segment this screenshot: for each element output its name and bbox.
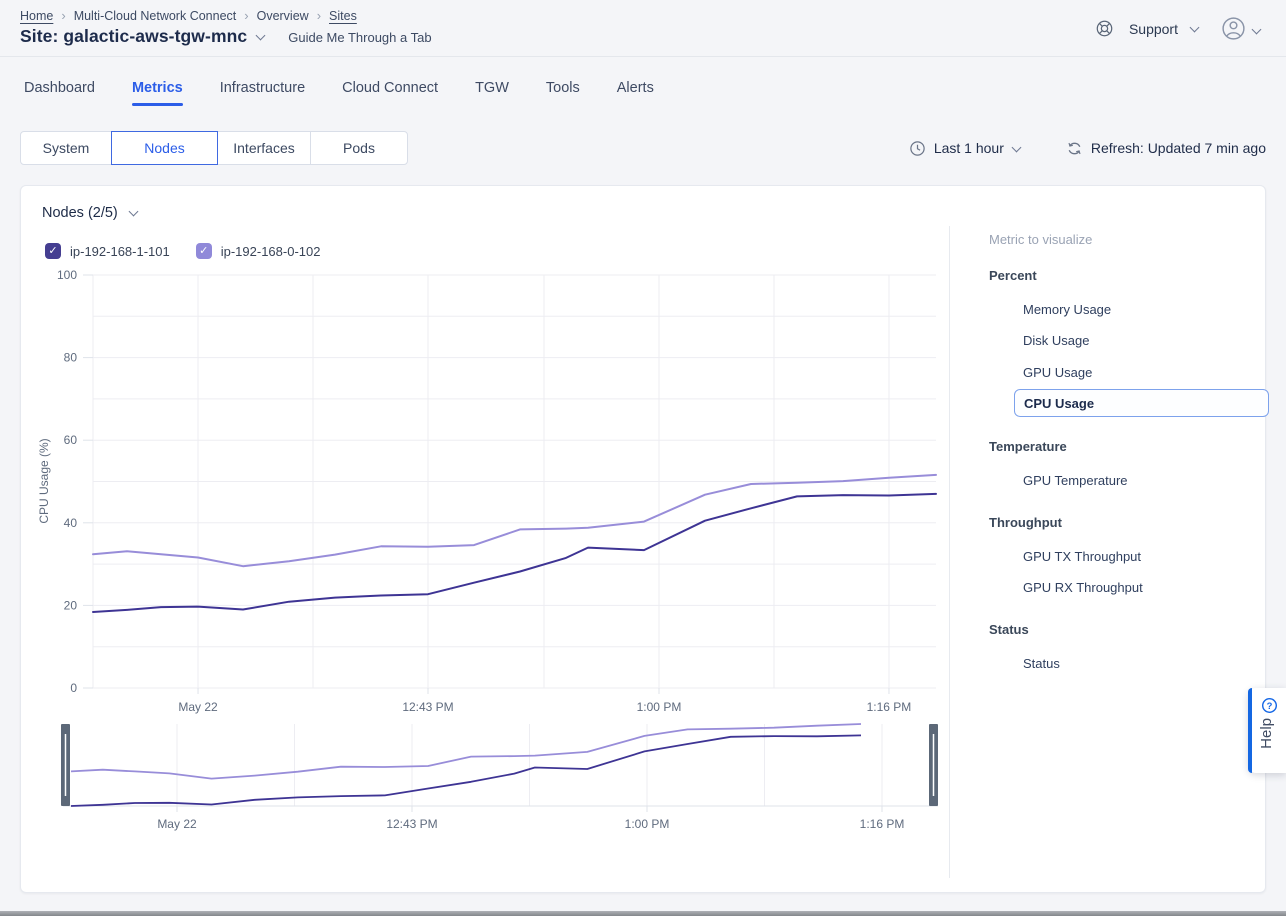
metric-item-gpu-usage[interactable]: GPU Usage bbox=[1023, 365, 1266, 381]
page-title: Site: galactic-aws-tgw-mnc bbox=[20, 26, 247, 47]
metric-item-disk-usage[interactable]: Disk Usage bbox=[1023, 333, 1266, 349]
window-edge bbox=[0, 911, 1286, 916]
main-tabs: Dashboard Metrics Infrastructure Cloud Conn… bbox=[24, 80, 654, 106]
subtab-pods[interactable]: Pods bbox=[310, 131, 408, 165]
breadcrumb-separator: › bbox=[244, 8, 248, 23]
site-title-row: Site: galactic-aws-tgw-mnc Guide Me Thro… bbox=[20, 26, 432, 47]
breadcrumb-item-home[interactable]: Home bbox=[20, 9, 53, 23]
refresh-icon bbox=[1066, 140, 1083, 157]
x-axis-label: 1:16 PM bbox=[867, 700, 912, 714]
panel-title: Nodes (2/5) bbox=[42, 205, 118, 221]
support-chevron-down-icon bbox=[1190, 22, 1200, 32]
x-axis-label: May 22 bbox=[178, 700, 218, 714]
metric-sidebar: Metric to visualize Percent Memory Usage D… bbox=[969, 186, 1266, 672]
tab-cloud-connect[interactable]: Cloud Connect bbox=[342, 80, 438, 106]
svg-text:60: 60 bbox=[64, 433, 78, 447]
metric-item-cpu-usage-selected[interactable]: CPU Usage bbox=[1014, 389, 1269, 417]
metric-subtabs: SystemNodesInterfacesPods bbox=[20, 131, 408, 165]
support-menu[interactable]: Support bbox=[1095, 19, 1198, 38]
breadcrumb: Home › Multi-Cloud Network Connect › Overvie… bbox=[20, 8, 357, 23]
question-circle-icon: ? bbox=[1261, 697, 1278, 719]
tab-metrics[interactable]: Metrics bbox=[132, 80, 183, 106]
top-header: Home › Multi-Cloud Network Connect › Overvie… bbox=[0, 0, 1286, 57]
breadcrumb-separator: › bbox=[317, 8, 321, 23]
metric-group-status: Status bbox=[989, 622, 1266, 638]
tab-alerts[interactable]: Alerts bbox=[617, 80, 654, 106]
svg-text:?: ? bbox=[1267, 701, 1273, 712]
help-accent-bar bbox=[1248, 688, 1252, 773]
svg-text:100: 100 bbox=[57, 268, 77, 282]
tab-tgw[interactable]: TGW bbox=[475, 80, 509, 106]
metric-item-gpu-rx-throughput[interactable]: GPU RX Throughput bbox=[1023, 580, 1266, 596]
site-chevron-down-icon[interactable] bbox=[256, 30, 266, 40]
breadcrumb-item-multi-cloud-network-connect: Multi-Cloud Network Connect bbox=[74, 9, 237, 23]
subtab-nodes[interactable]: Nodes bbox=[111, 131, 218, 165]
brush-x-axis-label: 1:00 PM bbox=[625, 817, 670, 831]
panel-divider bbox=[949, 226, 950, 878]
support-label: Support bbox=[1129, 21, 1178, 37]
metric-item-gpu-tx-throughput[interactable]: GPU TX Throughput bbox=[1023, 549, 1266, 565]
series-line-ip-192-168-0-102 bbox=[93, 475, 936, 566]
breadcrumb-separator: › bbox=[61, 8, 65, 23]
guide-me-link[interactable]: Guide Me Through a Tab bbox=[288, 30, 431, 45]
help-label: Help bbox=[1258, 718, 1275, 749]
time-range-chevron-down-icon[interactable] bbox=[1011, 142, 1021, 152]
metric-group-temperature: Temperature bbox=[989, 439, 1266, 455]
tab-tools[interactable]: Tools bbox=[546, 80, 580, 106]
metric-item-gpu-temperature[interactable]: GPU Temperature bbox=[1023, 473, 1266, 489]
svg-text:80: 80 bbox=[64, 351, 78, 365]
help-button[interactable]: ? Help bbox=[1248, 688, 1286, 773]
svg-text:20: 20 bbox=[64, 598, 78, 612]
lifebuoy-icon bbox=[1095, 19, 1114, 38]
panel-collapse-chevron-icon[interactable] bbox=[128, 207, 138, 217]
brush-series-line-ip-192-168-1-101 bbox=[71, 735, 861, 806]
metric-item-label: CPU Usage bbox=[1024, 396, 1094, 411]
metric-item-status[interactable]: Status bbox=[1023, 656, 1266, 672]
cpu-usage-chart: 0 20 40 60 80 100 May 22 12:43 PM 1:00 PM 1:16 PM… bbox=[31, 231, 949, 851]
metric-sidebar-title: Metric to visualize bbox=[989, 232, 1266, 248]
avatar-icon bbox=[1220, 15, 1247, 47]
tab-dashboard[interactable]: Dashboard bbox=[24, 80, 95, 106]
refresh-group[interactable]: Refresh: Updated 7 min ago bbox=[1066, 140, 1266, 157]
account-chevron-down-icon bbox=[1252, 25, 1262, 35]
brush-series-line-ip-192-168-0-102 bbox=[71, 724, 861, 779]
metric-group-percent: Percent bbox=[989, 268, 1266, 284]
breadcrumb-item-overview: Overview bbox=[257, 9, 309, 23]
x-axis-label: 1:00 PM bbox=[637, 700, 682, 714]
refresh-status: Refresh: Updated 7 min ago bbox=[1091, 140, 1266, 156]
breadcrumb-item-sites[interactable]: Sites bbox=[329, 9, 357, 23]
subtab-interfaces[interactable]: Interfaces bbox=[217, 131, 311, 165]
subtab-system[interactable]: System bbox=[20, 131, 112, 165]
time-range-selector[interactable]: Last 1 hour bbox=[934, 140, 1004, 156]
svg-text:0: 0 bbox=[70, 681, 77, 695]
nodes-metrics-panel: Nodes (2/5) ✓ip-192-168-1-101✓ip-192-168… bbox=[20, 185, 1266, 893]
time-controls: Last 1 hour Refresh: Updated 7 min ago bbox=[909, 131, 1266, 165]
brush-x-axis-label: 12:43 PM bbox=[386, 817, 437, 831]
tab-infrastructure[interactable]: Infrastructure bbox=[220, 80, 305, 106]
x-axis-label: 12:43 PM bbox=[402, 700, 453, 714]
metric-group-throughput: Throughput bbox=[989, 515, 1266, 531]
metric-item-memory-usage[interactable]: Memory Usage bbox=[1023, 302, 1266, 318]
clock-icon bbox=[909, 140, 926, 157]
svg-text:40: 40 bbox=[64, 516, 78, 530]
series-line-ip-192-168-1-101 bbox=[93, 494, 936, 612]
brush-x-axis-label: May 22 bbox=[157, 817, 197, 831]
y-axis-title: CPU Usage (%) bbox=[37, 438, 51, 523]
account-menu[interactable] bbox=[1220, 15, 1260, 47]
brush-x-axis-label: 1:16 PM bbox=[860, 817, 905, 831]
